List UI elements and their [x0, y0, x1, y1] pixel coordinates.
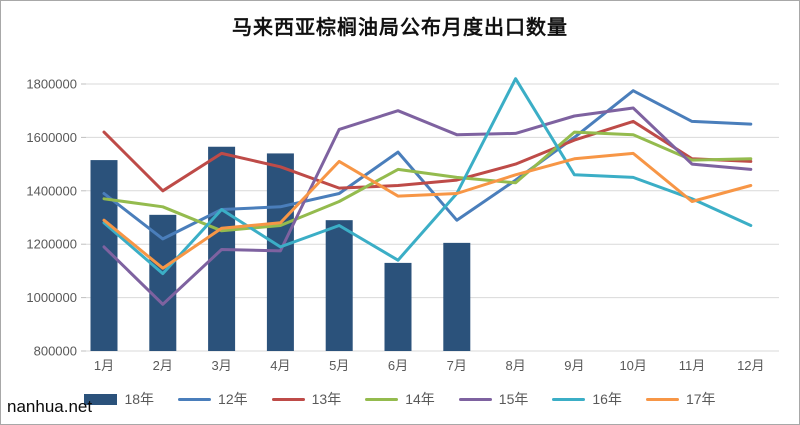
- legend-item-12年: 12年: [178, 389, 248, 409]
- legend-label: 16年: [592, 391, 622, 407]
- line-series-14年: [102, 130, 753, 233]
- x-axis-label: 7月: [447, 358, 467, 373]
- y-axis-label: 1400000: [26, 183, 77, 198]
- y-axis-label: 1800000: [26, 77, 77, 92]
- y-axis-label: 1600000: [26, 130, 77, 145]
- legend-swatch-15年: [458, 397, 492, 401]
- x-axis-label: 2月: [153, 358, 173, 373]
- x-axis-label: 11月: [679, 358, 706, 373]
- legend-label: 13年: [311, 391, 342, 407]
- x-axis-label: 1月: [94, 358, 114, 373]
- legend-swatch-16年: [552, 397, 586, 401]
- legend-label: 17年: [685, 391, 716, 407]
- legend-label: 15年: [498, 391, 529, 407]
- legend-item-17年: 17年: [645, 389, 716, 409]
- watermark-text: nanhua.net: [7, 397, 93, 416]
- legend-swatch-18年: [84, 393, 118, 405]
- chart-title: 马来西亚棕榈油局公布月度出口数量: [232, 17, 568, 39]
- y-axis-label: 800000: [34, 344, 77, 359]
- legend-swatch-14年: [365, 397, 399, 401]
- chart-legend: 18年 12年 13年 14年 15年 16年 17年: [1, 389, 799, 409]
- legend-item-14年: 14年: [365, 389, 435, 409]
- x-axis-label: 4月: [270, 358, 290, 373]
- legend-item-18年: 18年: [84, 389, 154, 409]
- legend-item-13年: 13年: [271, 389, 342, 409]
- line-series-13年: [102, 119, 753, 193]
- x-axis-label: 8月: [505, 358, 525, 373]
- legend-swatch-12年: [178, 397, 212, 401]
- line-series-16年: [102, 77, 753, 276]
- bar-18年-6月: [384, 262, 412, 351]
- legend-label: 12年: [218, 391, 248, 407]
- line-series-17年: [102, 151, 753, 270]
- line-series-12年: [102, 89, 753, 241]
- y-axis-label: 1000000: [26, 290, 77, 305]
- x-axis-label: 6月: [388, 358, 408, 373]
- x-axis-label: 5月: [329, 358, 349, 373]
- legend-item-16年: 16年: [552, 389, 622, 409]
- legend-label: 18年: [124, 391, 155, 407]
- legend-swatch-13年: [271, 397, 305, 401]
- legend-item-15年: 15年: [458, 389, 529, 409]
- x-axis-label: 12月: [737, 358, 764, 373]
- legend-label: 14年: [405, 391, 435, 407]
- bar-18年-7月: [443, 242, 471, 351]
- bar-18年-5月: [325, 220, 353, 351]
- x-axis-label: 9月: [564, 358, 584, 373]
- legend-swatch-17年: [645, 397, 679, 401]
- x-axis-label: 3月: [211, 358, 231, 373]
- x-axis-label: 10月: [619, 358, 646, 373]
- y-axis-label: 1200000: [26, 237, 77, 252]
- line-series-15年: [102, 106, 753, 306]
